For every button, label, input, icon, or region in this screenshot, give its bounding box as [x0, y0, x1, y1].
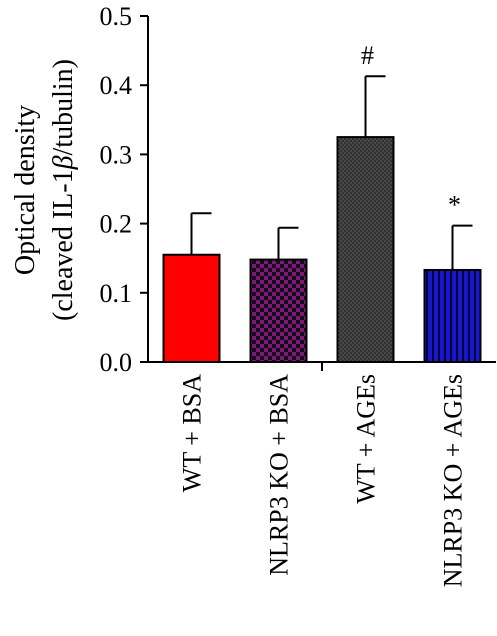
x-tick-label: NLRP3 KO + BSA [265, 374, 294, 576]
bar [249, 258, 308, 364]
bar [162, 253, 221, 364]
y-axis-title-prefix: (cleaved IL-1 [48, 169, 79, 321]
y-ticks: 0.0 0.1 0.2 0.3 0.4 0.5 [100, 2, 148, 377]
y-axis-title-suffix: /tubulin) [48, 59, 79, 155]
x-tick-label: WT + BSA [178, 374, 207, 492]
y-tick-label: 0.2 [100, 210, 133, 239]
x-tick-labels: WT + BSA NLRP3 KO + BSA WT + AGEs NLRP3 KO … [178, 374, 468, 588]
beta-symbol: β [48, 155, 79, 170]
x-tick-label: WT + AGEs [352, 374, 381, 504]
significance-marker: # [361, 41, 374, 70]
y-axis-title-line2: (cleaved IL-1β/tubulin) [48, 59, 79, 321]
y-axis-title-line1: Optical density [10, 105, 41, 275]
x-tick-label: NLRP3 KO + AGEs [439, 374, 468, 587]
bar [423, 268, 482, 363]
y-tick-label: 0.0 [100, 348, 133, 377]
y-tick-label: 0.3 [100, 140, 133, 169]
significance-marker: * [448, 191, 461, 220]
bars: #* [162, 41, 482, 371]
y-tick-label: 0.4 [100, 71, 133, 100]
y-tick-label: 0.1 [100, 279, 133, 308]
y-tick-label: 0.5 [100, 2, 133, 31]
bar [336, 136, 395, 363]
